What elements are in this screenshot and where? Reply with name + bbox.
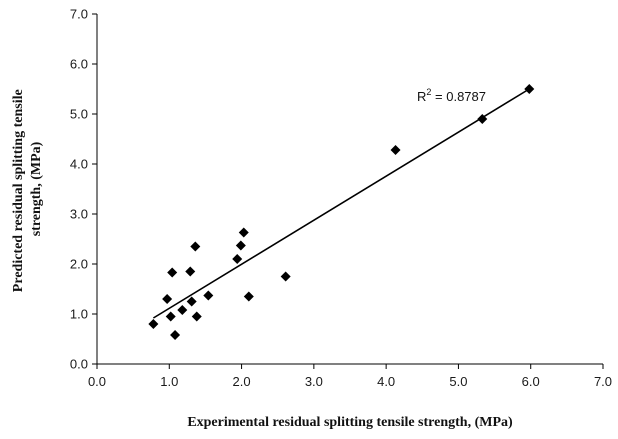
r-squared-annotation: R2 = 0.8787 (417, 87, 486, 104)
data-point (390, 145, 401, 155)
x-tick-label: 2.0 (233, 374, 251, 389)
data-point (165, 311, 176, 322)
data-point (185, 266, 196, 277)
data-point (190, 241, 201, 252)
data-point (167, 267, 178, 278)
data-point (177, 305, 188, 315)
data-point (162, 294, 173, 304)
x-tick-label: 4.0 (377, 374, 395, 389)
data-point (524, 84, 535, 94)
data-point (232, 254, 243, 264)
data-point (203, 290, 214, 301)
y-tick-label: 0.0 (70, 357, 88, 372)
x-tick-label: 3.0 (305, 374, 323, 389)
y-tick-label: 3.0 (70, 207, 88, 222)
trend-line (152, 88, 530, 319)
data-point (235, 240, 246, 251)
data-point (280, 271, 291, 282)
data-point (186, 296, 197, 307)
y-tick-label: 1.0 (70, 307, 88, 322)
y-tick-label: 7.0 (70, 7, 88, 22)
x-tick-label: 1.0 (160, 374, 178, 389)
y-tick-labels: 0.0 1.0 2.0 3.0 4.0 5.0 6.0 7.0 (70, 7, 88, 372)
y-tick-label: 5.0 (70, 107, 88, 122)
ticks-group (92, 13, 604, 369)
x-tick-label: 5.0 (449, 374, 467, 389)
data-point (477, 114, 488, 124)
y-axis-title-line-2: strength, (MPa) (29, 141, 44, 236)
x-tick-label: 7.0 (594, 374, 612, 389)
x-tick-label: 6.0 (522, 374, 540, 389)
plot-area (97, 14, 603, 364)
y-axis-title-line-1: Predicted residual splitting tensile (11, 89, 26, 292)
data-point (238, 227, 249, 238)
data-point (243, 291, 254, 302)
x-tick-label: 0.0 (88, 374, 106, 389)
x-tick-labels: 0.0 1.0 2.0 3.0 4.0 5.0 6.0 7.0 (88, 374, 612, 389)
y-axis-title: Predicted residual splitting tensile str… (11, 86, 44, 292)
x-axis-title: Experimental residual splitting tensile … (187, 415, 513, 430)
y-tick-label: 6.0 (70, 57, 88, 72)
y-tick-label: 4.0 (70, 157, 88, 172)
data-point (148, 319, 159, 329)
data-point (191, 311, 202, 322)
y-tick-label: 2.0 (70, 257, 88, 272)
data-points (148, 84, 535, 340)
data-point (170, 330, 181, 340)
